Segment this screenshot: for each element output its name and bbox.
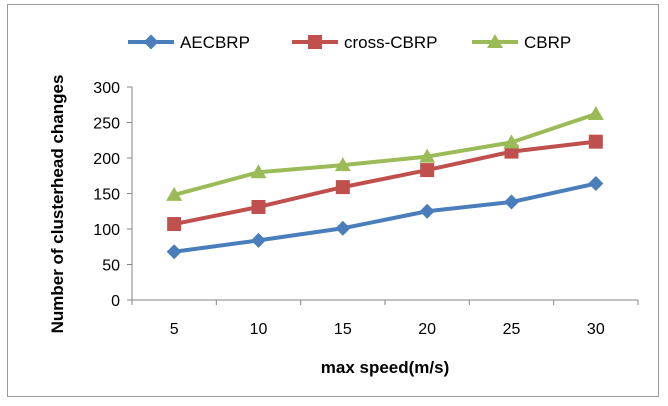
data-point (503, 134, 520, 149)
data-point (250, 164, 267, 179)
x-axis-ticks: 5 10 15 20 25 30 (131, 300, 639, 338)
legend-label: AECBRP (180, 33, 250, 52)
legend-label: CBRP (524, 33, 571, 52)
y-tick-label: 50 (102, 258, 120, 275)
legend-label: cross-CBRP (344, 33, 438, 52)
y-axis-ticks: 0 50 100 150 200 250 300 (93, 80, 132, 310)
x-axis-title: max speed(m/s) (321, 358, 450, 377)
x-tick-label: 10 (250, 321, 268, 338)
data-point (334, 157, 351, 172)
y-tick-label: 150 (93, 187, 120, 204)
data-point (419, 148, 436, 163)
x-tick-label: 5 (170, 321, 179, 338)
legend-marker (487, 34, 503, 48)
data-point (587, 105, 604, 120)
y-tick-label: 250 (93, 116, 120, 133)
legend-item-aecbrp: AECBRP (128, 33, 250, 52)
data-point (335, 220, 351, 236)
data-point (167, 217, 182, 232)
y-tick-label: 0 (111, 293, 120, 310)
legend-item-cbrp: CBRP (472, 33, 571, 52)
legend-marker (143, 34, 159, 50)
y-tick-label: 200 (93, 151, 120, 168)
series-cbrp (166, 105, 604, 201)
legend-marker (308, 35, 322, 49)
data-point (419, 203, 435, 219)
chart-frame (7, 4, 659, 397)
data-point (251, 199, 266, 214)
series-group (166, 105, 604, 260)
series-line (173, 112, 597, 197)
data-point (335, 180, 350, 195)
series-line (173, 181, 597, 254)
series-cross-cbrp (167, 134, 603, 232)
x-tick-label: 15 (334, 321, 352, 338)
series-aecbrp (166, 176, 604, 260)
x-tick-label: 25 (503, 321, 521, 338)
y-tick-label: 100 (93, 222, 120, 239)
y-tick-label: 300 (93, 80, 120, 97)
x-tick-label: 20 (418, 321, 436, 338)
data-point (504, 194, 519, 210)
series-line (173, 139, 597, 226)
legend-item-cross-cbrp: cross-CBRP (292, 33, 438, 52)
data-point (420, 163, 435, 178)
data-point (588, 176, 604, 192)
data-point (166, 244, 182, 260)
x-tick-label: 30 (587, 321, 605, 338)
data-point (166, 186, 183, 201)
y-axis-title: Number of clusterhead changes (48, 75, 67, 334)
legend: AECBRP cross-CBRP CBRP (128, 33, 571, 52)
data-point (251, 232, 266, 248)
data-point (588, 134, 603, 149)
